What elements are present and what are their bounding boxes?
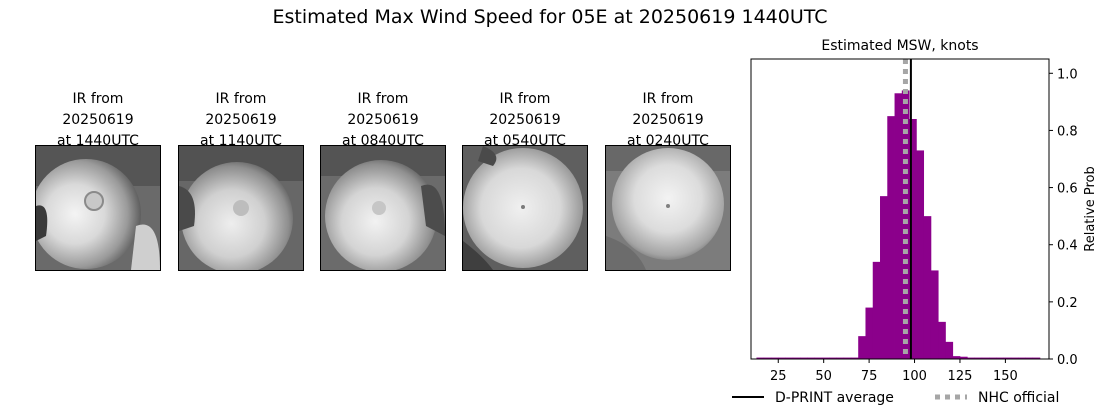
panel-title-line: IR from: [499, 91, 551, 107]
x-tick-label: 100: [902, 369, 927, 384]
histogram-bar: [1003, 357, 1012, 359]
histogram-bar: [821, 357, 830, 359]
x-tick-label: 75: [861, 369, 878, 384]
histogram-bar: [1032, 357, 1041, 359]
legend-nhc-label: NHC official: [978, 390, 1059, 406]
histogram-bar: [778, 357, 786, 359]
histogram-bar: [807, 357, 815, 359]
panel-title-line: IR from: [357, 91, 409, 107]
histogram-bar: [952, 356, 961, 359]
histogram-bar: [836, 357, 845, 359]
panel-title-line: IR from: [642, 91, 694, 107]
histogram-bar: [923, 216, 932, 359]
histogram-bar: [850, 357, 859, 359]
histogram-bar: [829, 357, 837, 359]
y-tick-label: 1.0: [1057, 67, 1078, 82]
y-tick-label: 0.6: [1057, 182, 1078, 197]
histogram-bar: [938, 321, 946, 359]
histogram-bar: [763, 357, 772, 359]
histogram-bar: [814, 357, 823, 359]
histogram-bar: [792, 357, 801, 359]
histogram-bar: [785, 357, 794, 359]
histogram-bar: [880, 196, 888, 359]
y-tick-label: 0.4: [1057, 239, 1078, 254]
histogram-bar: [945, 341, 954, 359]
histogram-bar: [843, 357, 852, 359]
panel-title-date: 20250619: [347, 112, 419, 128]
histogram-bar: [756, 357, 765, 359]
x-tick-label: 25: [770, 369, 787, 384]
panel-title-date: 20250619: [62, 112, 134, 128]
histogram-bar: [872, 261, 881, 359]
ir-satellite-image: [35, 145, 161, 271]
axes-frame: [750, 58, 1050, 360]
panel-title-date: 20250619: [205, 112, 277, 128]
histogram-bar: [858, 336, 866, 359]
panel-title-line: IR from: [72, 91, 124, 107]
histogram-bar: [989, 357, 997, 359]
panel-title-line: IR from: [215, 91, 267, 107]
x-tick-label: 150: [993, 369, 1018, 384]
histogram-bar: [967, 357, 975, 359]
histogram-bar: [865, 307, 874, 359]
figure-title: Estimated Max Wind Speed for 05E at 2025…: [272, 6, 828, 28]
histogram-bar: [916, 150, 925, 359]
histogram-bar: [800, 357, 808, 359]
x-tick-label: 50: [815, 369, 832, 384]
histogram-bar: [996, 357, 1004, 359]
x-tick-label: 125: [948, 369, 973, 384]
y-axis-label: Relative Prob: [1083, 166, 1098, 251]
histogram-bar: [901, 90, 910, 359]
panel-title-date: 20250619: [632, 112, 704, 128]
histogram-bar: [981, 357, 990, 359]
ir-satellite-image: [605, 145, 731, 271]
histogram-bar: [1025, 357, 1034, 359]
y-tick-label: 0.8: [1057, 124, 1078, 139]
y-tick-label: 0.0: [1057, 353, 1078, 368]
histogram-bar: [959, 356, 968, 359]
ir-satellite-image: [462, 145, 588, 271]
histogram-bar: [894, 93, 903, 360]
histogram-bar: [770, 357, 779, 359]
panel-title-date: 20250619: [489, 112, 561, 128]
histogram-bar: [887, 116, 895, 360]
histogram-bar: [1010, 357, 1019, 359]
chart-title: Estimated MSW, knots: [821, 38, 978, 54]
ir-satellite-image: [178, 145, 304, 271]
histogram-bar: [974, 357, 983, 359]
ir-satellite-image: [320, 145, 446, 271]
histogram-bar: [930, 270, 939, 359]
histogram-bar: [909, 119, 917, 359]
y-tick-label: 0.2: [1057, 296, 1078, 311]
histogram-bar: [1018, 357, 1026, 359]
legend-dprint-label: D-PRINT average: [775, 390, 894, 406]
